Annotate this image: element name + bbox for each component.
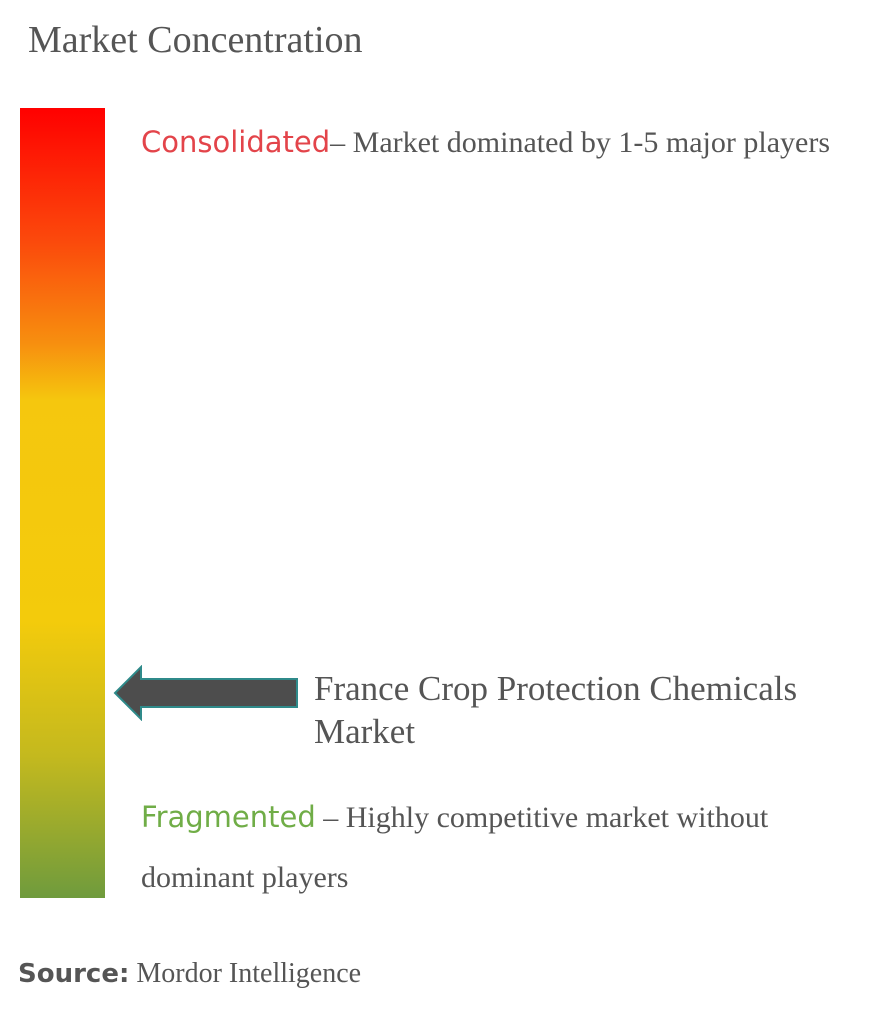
source-note: Source: Mordor Intelligence	[18, 958, 361, 990]
market-marker-label: France Crop Protection Chemicals Market	[314, 668, 798, 751]
fragmented-text: – Highly competitive market without domi…	[141, 801, 769, 894]
fragmented-description: Fragmented – Highly competitive market w…	[141, 787, 851, 908]
concentration-gradient-bar	[20, 108, 105, 898]
fragmented-keyword: Fragmented	[141, 800, 316, 834]
arrow-left-icon	[113, 664, 298, 721]
source-value: Mordor Intelligence	[129, 958, 362, 989]
consolidated-description: Consolidated– Market dominated by 1-5 ma…	[141, 112, 851, 173]
consolidated-text: – Market dominated by 1-5 major players	[330, 126, 831, 159]
consolidated-keyword: Consolidated	[141, 125, 331, 159]
source-label: Source:	[18, 959, 130, 989]
page-title: Market Concentration	[28, 19, 363, 61]
